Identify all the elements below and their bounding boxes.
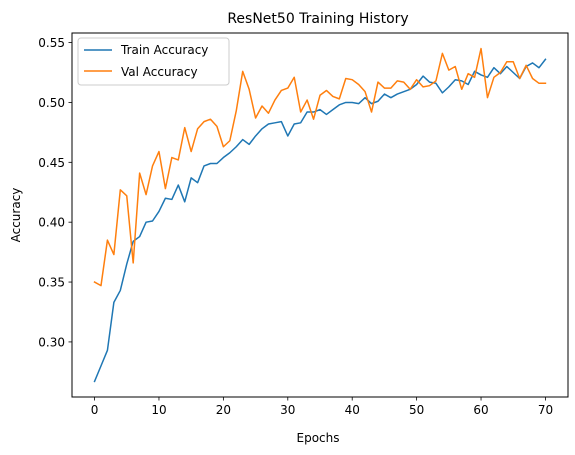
- legend-label-train-accuracy: Train Accuracy: [120, 43, 208, 57]
- series-line-val-accuracy: [93, 47, 547, 287]
- y-tick-label: 0.40: [38, 216, 65, 230]
- x-axis-label: Epochs: [297, 431, 340, 445]
- legend: Train Accuracy Val Accuracy: [77, 37, 230, 86]
- plot-frame: [71, 32, 569, 398]
- chart-title: ResNet50 Training History: [227, 11, 408, 27]
- y-tick-label: 0.30: [38, 335, 65, 349]
- y-tick-label: 0.55: [38, 36, 65, 50]
- x-tick-label: 20: [216, 403, 231, 417]
- y-tick-label: 0.50: [38, 96, 65, 110]
- y-tick-label: 0.45: [38, 156, 65, 170]
- chart-marks: [93, 47, 547, 383]
- x-tick-label: 10: [151, 403, 166, 417]
- series-line-train-accuracy: [93, 58, 547, 383]
- legend-box: [77, 37, 230, 86]
- axis-ticks: 0 10 20 30 40 50 60 70 0.30 0.35 0.40 0.45 0.50 0.55: [38, 36, 553, 417]
- x-tick-label: 0: [91, 403, 99, 417]
- y-axis-label: Accuracy: [9, 188, 23, 243]
- x-tick-label: 30: [280, 403, 295, 417]
- x-tick-label: 50: [409, 403, 424, 417]
- x-tick-label: 60: [473, 403, 488, 417]
- x-tick-label: 70: [538, 403, 553, 417]
- x-tick-label: 40: [345, 403, 360, 417]
- legend-label-val-accuracy: Val Accuracy: [121, 65, 198, 79]
- y-tick-label: 0.35: [38, 276, 65, 290]
